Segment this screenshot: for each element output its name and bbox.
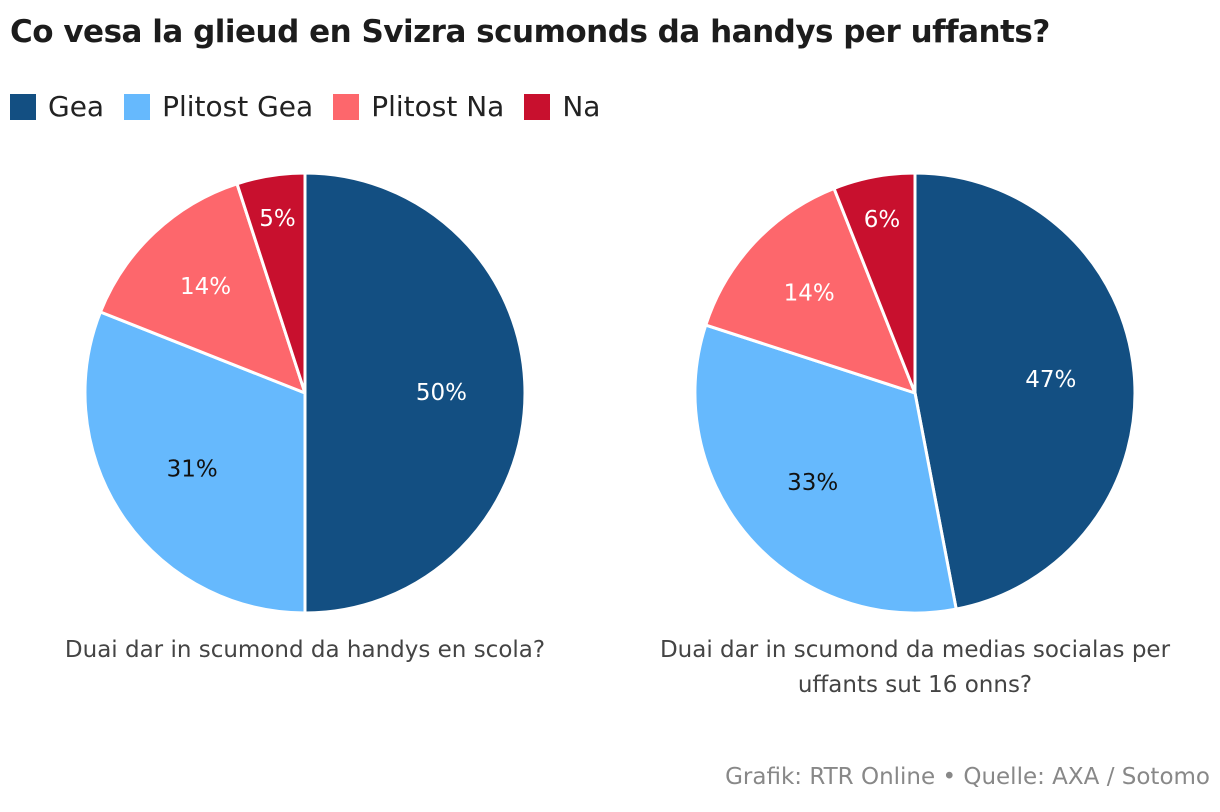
pie-1-slice-plitost-gea — [83, 310, 307, 615]
legend-item-plitost-gea: Plitost Gea — [124, 90, 313, 123]
legend-item-plitost-na: Plitost Na — [333, 90, 504, 123]
pie-2-data-label-plitost-gea: 33% — [787, 470, 838, 496]
pie-1-data-label-plitost-gea: 31% — [167, 457, 218, 483]
legend-label-na: Na — [562, 90, 601, 123]
pie-subtitle-1: Duai dar in scumond da handys en scola? — [64, 637, 546, 663]
pie-1-data-label-na: 5% — [259, 206, 296, 232]
pie-1-slice-gea — [303, 171, 527, 615]
pie-2-data-label-plitost-na: 14% — [784, 281, 835, 307]
pie-2-slice-plitost-gea — [693, 323, 958, 615]
legend-item-gea: Gea — [10, 90, 104, 123]
legend-swatch-plitost-gea — [124, 93, 151, 120]
legend-label-plitost-na: Plitost Na — [371, 90, 505, 123]
legend-label-gea: Gea — [48, 90, 105, 123]
pie-1-slice-na — [235, 171, 307, 395]
pie-2-data-label-gea: 47% — [1025, 367, 1076, 393]
source-credit: Grafik: RTR Online • Quelle: AXA / Sotom… — [725, 764, 1210, 790]
legend-swatch-gea — [10, 93, 36, 120]
pie-2-data-label-na: 6% — [864, 207, 901, 233]
chart-title: Co vesa la glieud en Svizra scumonds da … — [10, 14, 1050, 50]
legend-swatch-plitost-na — [333, 93, 360, 120]
pie-1-data-label-gea: 50% — [416, 380, 467, 406]
legend-item-na: Na — [524, 90, 600, 123]
legend-swatch-na — [524, 93, 551, 120]
pie-2-slice-gea — [913, 171, 1137, 611]
pie-subtitle-2: Duai dar in scumond da medias socialas p… — [659, 637, 1171, 698]
legend-label-plitost-gea: Plitost Gea — [162, 90, 314, 123]
pie-1-data-label-plitost-na: 14% — [180, 274, 231, 300]
pie-2-slice-na — [832, 171, 917, 395]
legend: Gea Plitost Gea Plitost Na Na — [10, 90, 620, 123]
pie-2-slice-plitost-na — [704, 186, 917, 395]
